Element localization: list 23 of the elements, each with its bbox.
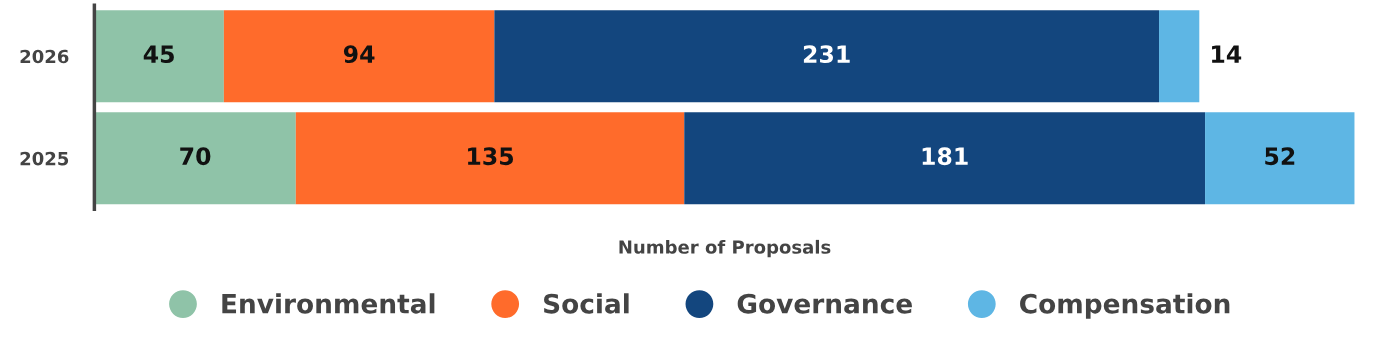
data-label: 70 [180, 147, 211, 166]
data-label: 14 [1212, 45, 1242, 63]
bar [1205, 112, 1355, 205]
legend-label: Social [544, 293, 629, 314]
data-label: 135 [468, 147, 514, 166]
legend-label: Compensation [1020, 293, 1230, 319]
data-label: 52 [1265, 147, 1295, 166]
bar [295, 112, 685, 205]
y-tick-label: 2025 [20, 151, 69, 166]
data-label: 181 [922, 147, 968, 166]
data-label: 94 [343, 45, 375, 64]
data-label: 231 [803, 45, 850, 64]
bar [223, 10, 495, 103]
bar [494, 10, 1160, 103]
bar [94, 10, 224, 103]
y-tick-label: 2026 [20, 49, 69, 64]
bar [94, 112, 296, 205]
bar [684, 112, 1206, 205]
bar [1159, 10, 1200, 103]
legend-label: Governance [737, 293, 912, 314]
x-axis-title: Number of Proposals [619, 239, 831, 258]
legend-label: Environmental [222, 293, 435, 314]
data-label: 45 [143, 45, 174, 64]
